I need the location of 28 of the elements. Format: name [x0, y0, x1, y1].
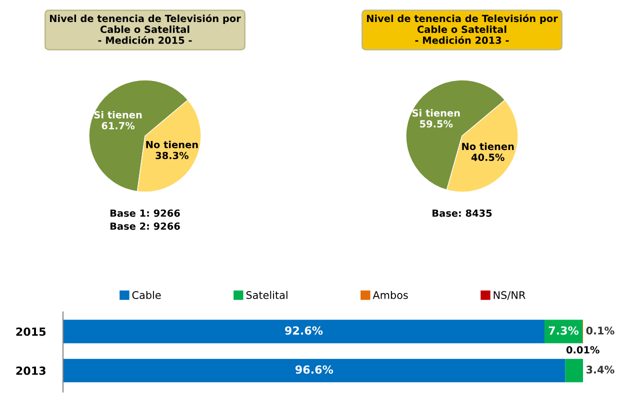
chart-title: Nivel de tenencia de Televisión por Cable o Satelital - Medición 2013 - [367, 14, 558, 44]
bar [63, 358, 566, 382]
text: Base 2: 9266 [110, 222, 180, 230]
data-label: 38.3% [156, 152, 189, 160]
data-label: 7.3% [548, 326, 579, 335]
data-label: 3.4% [586, 366, 614, 374]
text: Base: 8435 [432, 209, 492, 217]
legend-label: NS/NR [494, 291, 526, 300]
legend-label: Satelital [246, 290, 288, 300]
data-label: 61.7% [102, 122, 135, 130]
legend-label: Cable [132, 290, 161, 300]
text: Base 1: 9266 [110, 209, 180, 217]
y-tick-label: 2013 [16, 366, 46, 375]
slice-label: Si tienen [94, 110, 142, 118]
legend-label: Ambos [372, 290, 408, 300]
data-label: 40.5% [471, 154, 504, 161]
bar [63, 320, 545, 344]
slice-label: Si tienen [412, 109, 460, 117]
data-label: 0.1% [586, 326, 614, 335]
chart-title: Nivel de tenencia de Televisión por Cable o Satelital - Medición 2015 - [50, 14, 241, 44]
slice-label: No tienen [146, 140, 198, 148]
slice-label: No tienen [462, 142, 514, 150]
data-label: 96.6% [295, 365, 334, 374]
data-label: 0.01% [566, 346, 600, 354]
bar [565, 358, 583, 382]
data-label: 92.6% [285, 326, 323, 335]
data-label: 59.5% [420, 120, 453, 128]
y-tick-label: 2015 [16, 327, 46, 336]
